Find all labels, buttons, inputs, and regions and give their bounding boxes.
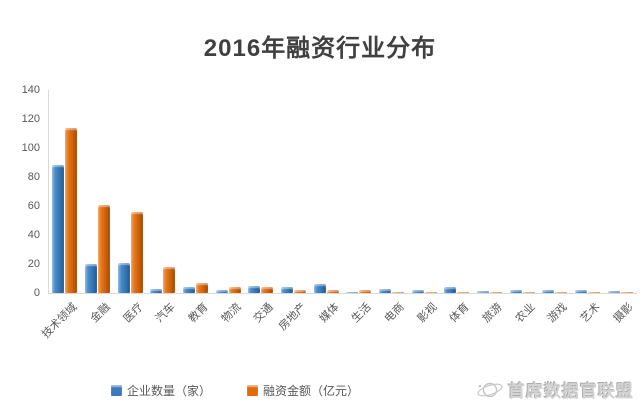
bar-group	[313, 284, 339, 293]
bar-series0	[313, 284, 326, 293]
bar-series0	[215, 290, 228, 293]
bar-group	[117, 211, 143, 293]
y-tick-label: 40	[27, 229, 40, 241]
bar-group	[607, 290, 633, 293]
bar-series0	[281, 287, 293, 293]
x-tick-label: 教育	[186, 301, 211, 326]
watermark-text: 首席数据官联盟	[508, 382, 634, 401]
bar-series1	[392, 291, 404, 293]
y-tick-label: 0	[33, 287, 40, 299]
bar-series0	[52, 165, 65, 293]
y-tick-label: 100	[21, 142, 40, 154]
bar-series1	[98, 204, 110, 293]
bar-series1	[228, 287, 241, 293]
bar-series0	[346, 291, 359, 293]
bar-series1	[261, 287, 274, 293]
bar-group	[248, 285, 274, 293]
x-tick-label: 金融	[88, 301, 113, 326]
bar-group	[215, 287, 241, 293]
bar-series1	[196, 282, 208, 293]
x-tick-label: 交通	[251, 301, 276, 326]
plot-area	[48, 90, 637, 294]
bar-group	[346, 290, 372, 293]
bar-series0	[411, 290, 424, 293]
bar-group	[150, 266, 176, 293]
x-tick-label: 体育	[447, 301, 472, 326]
x-tick-label: 医疗	[121, 301, 146, 326]
y-tick-label: 20	[27, 258, 40, 270]
legend-swatch-orange	[247, 385, 258, 396]
bar-series0	[575, 290, 587, 293]
bar-series0	[607, 290, 620, 293]
legend-label: 融资金额（亿元）	[263, 384, 360, 398]
x-tick-label: 摄影	[611, 301, 636, 326]
x-tick-label: 生活	[349, 301, 374, 326]
y-tick-label: 120	[21, 113, 40, 125]
bar-series0	[542, 290, 555, 293]
bar-series1	[130, 211, 143, 293]
bar-series1	[522, 291, 535, 293]
x-tick-label: 电商	[382, 301, 407, 326]
legend-label: 企业数量（家）	[126, 384, 211, 398]
bar-group	[281, 287, 306, 293]
x-tick-label: 媒体	[317, 301, 342, 326]
bar-series1	[359, 290, 372, 293]
chart-title: 2016年融资行业分布	[203, 35, 437, 62]
legend-item-companies: 企业数量（家）	[110, 382, 211, 399]
watermark: 首席数据官联盟	[476, 377, 634, 402]
x-tick-label: 汽车	[153, 301, 178, 326]
bar-series1	[620, 291, 633, 293]
x-tick-label: 房地产	[276, 301, 309, 333]
x-tick-label: 影视	[415, 301, 440, 326]
x-tick-label: 旅游	[480, 301, 505, 326]
bar-series1	[588, 291, 600, 293]
bar-series1	[457, 291, 470, 293]
x-tick-label: 游戏	[545, 301, 570, 326]
bar-series1	[163, 266, 176, 293]
bar-group	[52, 127, 78, 293]
bar-series0	[85, 264, 97, 293]
bar-series1	[555, 291, 568, 293]
bar-group	[542, 290, 568, 293]
x-tick-label: 技术领域	[40, 301, 80, 341]
bar-series1	[326, 290, 339, 293]
y-tick-label: 60	[27, 200, 40, 212]
x-tick-label: 农业	[513, 301, 538, 326]
x-tick-label: 物流	[219, 301, 244, 326]
bar-group	[379, 288, 404, 293]
bar-series0	[509, 290, 522, 293]
legend-swatch-blue	[110, 385, 122, 396]
bar-group	[575, 290, 600, 293]
bar-group	[411, 290, 437, 293]
bar-series0	[477, 290, 489, 293]
bar-series0	[117, 262, 130, 293]
bar-group	[509, 290, 535, 293]
bar-series1	[424, 291, 437, 293]
bar-series0	[379, 288, 391, 293]
globe-orbit-icon	[477, 382, 503, 397]
bar-series1	[65, 127, 78, 293]
bar-group	[444, 287, 470, 293]
bar-group	[85, 204, 110, 293]
legend-item-amount: 融资金额（亿元）	[247, 382, 359, 399]
bar-series0	[248, 285, 261, 293]
y-tick-label: 80	[27, 171, 40, 183]
bar-series1	[294, 290, 306, 293]
legend: 企业数量（家） 融资金额（亿元）	[0, 382, 470, 399]
bar-series0	[444, 287, 457, 293]
bar-group	[183, 282, 208, 293]
bar-series1	[490, 291, 502, 293]
y-tick-label: 140	[21, 84, 40, 96]
x-tick-label: 艺术	[578, 301, 603, 326]
bar-group	[477, 290, 502, 293]
bar-series0	[150, 288, 163, 293]
bar-series0	[183, 287, 195, 293]
